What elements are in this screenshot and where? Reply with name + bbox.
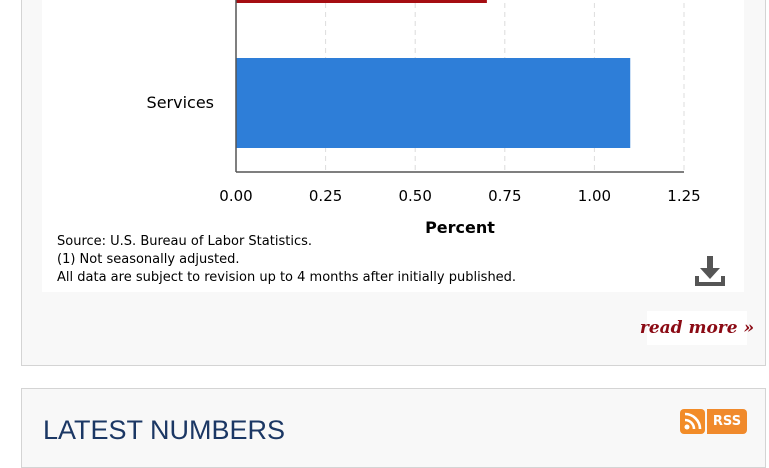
- rss-button[interactable]: RSS: [680, 409, 747, 434]
- x-tick-label: 1.00: [578, 187, 611, 205]
- rss-label: RSS: [707, 409, 747, 434]
- rss-icon: [680, 409, 705, 434]
- read-more-link[interactable]: read more »: [640, 311, 754, 345]
- x-tick-label: 0.75: [488, 187, 521, 205]
- bars: [236, 0, 631, 148]
- latest-numbers-panel: LATEST NUMBERS RSS: [21, 388, 766, 468]
- x-tick-label: 1.25: [667, 187, 700, 205]
- x-axis-title: Percent: [425, 218, 495, 237]
- chart-notes: Source: U.S. Bureau of Labor Statistics.…: [57, 233, 516, 287]
- download-icon[interactable]: [693, 254, 727, 290]
- footnote: (1) Not seasonally adjusted.: [57, 252, 240, 267]
- chart-card: 0.00 0.25 0.50 0.75 1.00 1.25 Services Percent …: [42, 0, 744, 292]
- bar: [236, 58, 631, 148]
- bar-chart: 0.00 0.25 0.50 0.75 1.00 1.25 Services Percent: [147, 0, 701, 237]
- download-icon-glyph: [695, 256, 725, 286]
- source-note: Source: U.S. Bureau of Labor Statistics.: [57, 234, 312, 249]
- x-tick-label: 0.00: [219, 187, 252, 205]
- axes: [235, 0, 684, 173]
- x-tick-label: 0.50: [398, 187, 431, 205]
- x-tick-label: 0.25: [309, 187, 342, 205]
- latest-numbers-title: LATEST NUMBERS: [43, 415, 286, 445]
- category-label: Services: [147, 93, 214, 112]
- bar: [236, 0, 487, 3]
- revision-note: All data are subject to revision up to 4…: [57, 270, 517, 285]
- labels: 0.00 0.25 0.50 0.75 1.00 1.25 Services Percent: [147, 93, 701, 237]
